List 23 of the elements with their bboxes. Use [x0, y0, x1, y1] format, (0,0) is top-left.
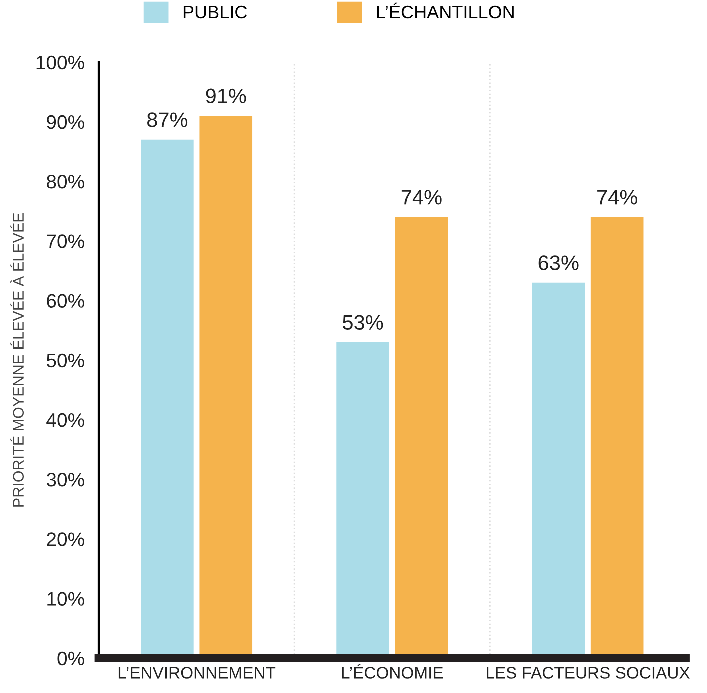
y-tick-label: 70% — [47, 234, 84, 248]
y-axis-title: PRIORITÉ MOYENNE ÉLEVÉE À ÉLEVÉE — [10, 213, 24, 507]
y-tick-label: 40% — [46, 413, 84, 428]
y-tick-label: 90% — [47, 115, 84, 130]
data-label: 74% — [402, 190, 442, 205]
y-tick-label: 60% — [47, 294, 84, 308]
data-label: 91% — [206, 88, 246, 104]
y-tick-label: 30% — [46, 473, 84, 487]
y-tick-label: 80% — [47, 175, 84, 189]
x-tick-label: L’ÉCONOMIE — [342, 664, 444, 679]
data-label: 53% — [343, 315, 384, 330]
y-tick-label: 100% — [36, 56, 84, 70]
y-tick-label: 50% — [46, 354, 84, 368]
data-label: 74% — [598, 190, 638, 205]
legend-label: L’ÉCHANTILLON — [377, 2, 514, 19]
data-label: 87% — [148, 112, 188, 128]
x-tick-label: L’ENVIRONNEMENT — [118, 667, 276, 679]
legend-label: PUBLIC — [184, 6, 248, 19]
y-tick-label: 20% — [47, 532, 84, 546]
data-label: 63% — [538, 256, 579, 270]
y-tick-label: 0% — [58, 652, 84, 666]
x-tick-label: LES FACTEURS SOCIAUX — [487, 667, 690, 679]
y-tick-label: 10% — [48, 592, 84, 606]
